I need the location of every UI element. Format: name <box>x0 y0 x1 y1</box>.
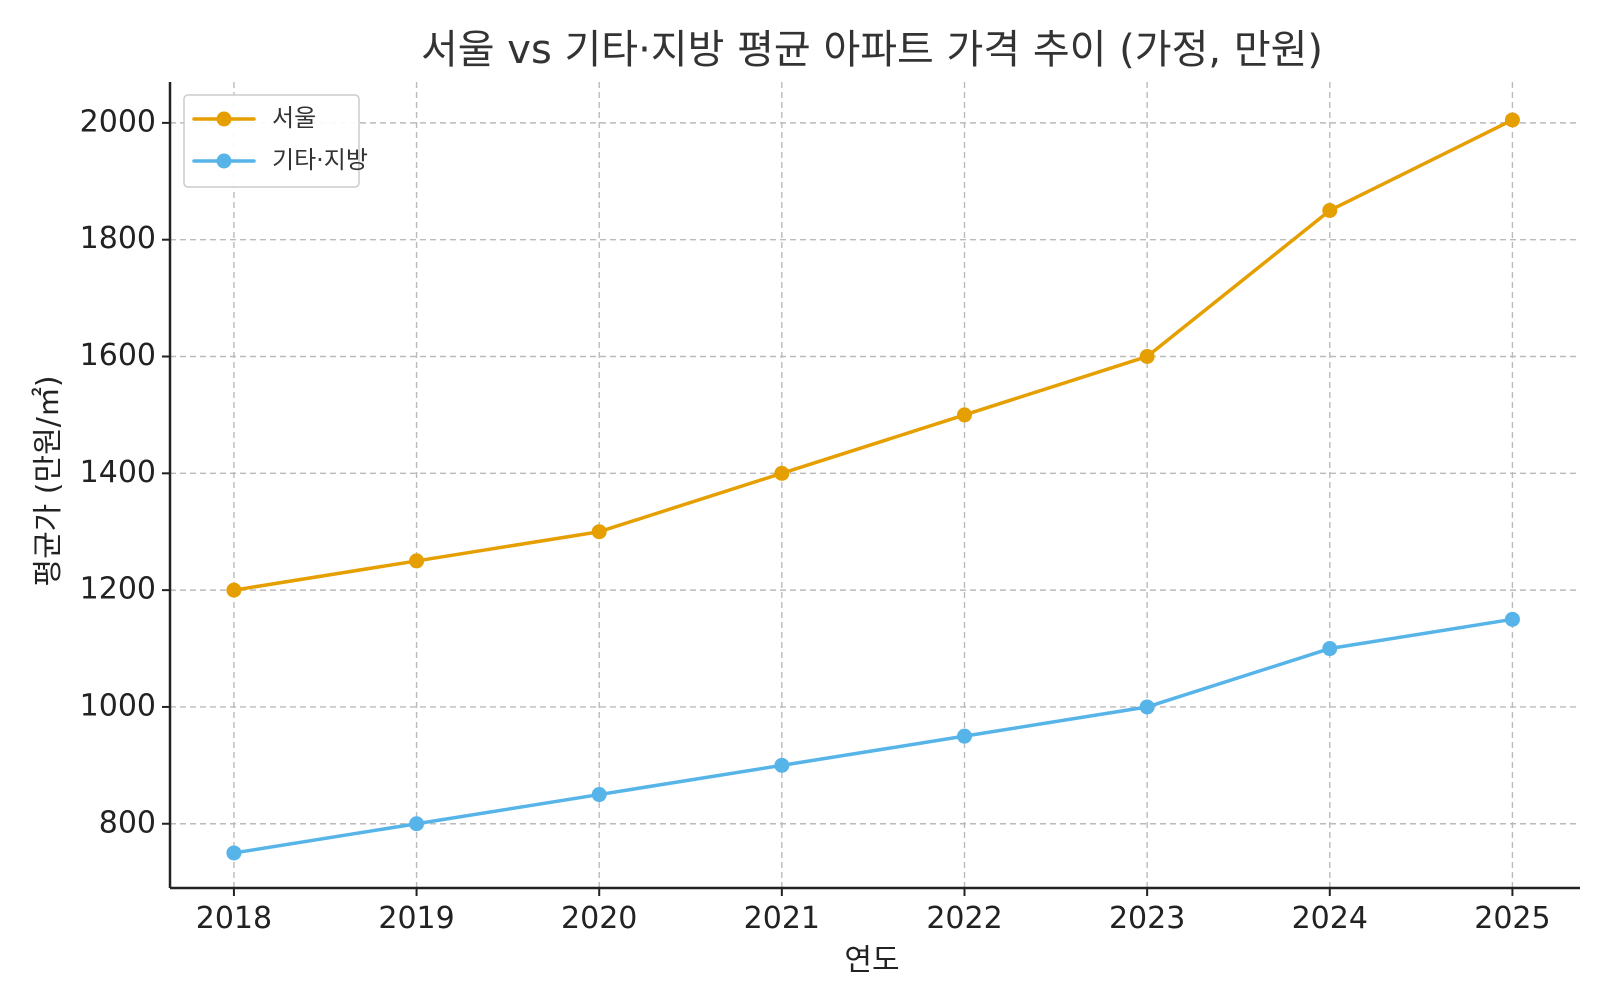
x-tick-label: 2019 <box>378 901 454 936</box>
data-point-series-1 <box>226 845 242 861</box>
x-tick-label: 2022 <box>926 901 1002 936</box>
data-point-series-1 <box>1504 611 1520 627</box>
x-tick-label: 2023 <box>1109 901 1185 936</box>
axes <box>168 82 1580 890</box>
x-tick-label: 2018 <box>196 901 272 936</box>
data-point-series-1 <box>409 816 425 832</box>
x-tick-label: 2024 <box>1292 901 1368 936</box>
y-tick-label: 1800 <box>80 221 156 256</box>
y-tick-label: 1600 <box>80 338 156 373</box>
data-point-series-0 <box>1139 349 1155 365</box>
data-point-series-1 <box>1322 641 1338 657</box>
x-tick-label: 2025 <box>1474 901 1550 936</box>
data-point-series-0 <box>1322 202 1338 218</box>
data-point-series-1 <box>591 787 607 803</box>
y-tick-label: 800 <box>99 805 156 840</box>
series-group <box>226 112 1520 861</box>
y-tick-label: 1400 <box>80 455 156 490</box>
x-tick-label: 2021 <box>744 901 820 936</box>
data-point-series-1 <box>774 757 790 773</box>
grid <box>170 82 1580 888</box>
y-axis-label: 평균가 (만원/㎡) <box>31 375 66 586</box>
legend-marker-1 <box>216 153 232 169</box>
x-axis-label: 연도 <box>844 943 899 978</box>
y-tick-label: 1200 <box>80 572 156 607</box>
x-tick-label: 2020 <box>561 901 637 936</box>
series-line-0 <box>232 118 1515 592</box>
legend-label-0: 서울 <box>272 104 316 132</box>
data-point-series-0 <box>591 524 607 540</box>
series-line-1 <box>232 617 1515 855</box>
y-tick-label: 2000 <box>80 104 156 139</box>
data-point-series-0 <box>409 553 425 569</box>
legend-label-1: 기타·지방 <box>272 146 368 174</box>
legend-marker-0 <box>216 111 232 127</box>
data-point-series-0 <box>956 407 972 423</box>
y-tick-label: 1000 <box>80 688 156 723</box>
chart-title: 서울 vs 기타·지방 평균 아파트 가격 추이 (가정, 만원) <box>421 27 1323 73</box>
data-point-series-0 <box>1504 112 1520 128</box>
data-point-series-1 <box>1139 699 1155 715</box>
tick-labels: 800 1000 1200 1400 1600 1800 2000 2018 2019 2020 2… <box>80 104 1551 936</box>
data-point-series-1 <box>956 728 972 744</box>
data-point-series-0 <box>774 465 790 481</box>
data-point-series-0 <box>226 582 242 598</box>
